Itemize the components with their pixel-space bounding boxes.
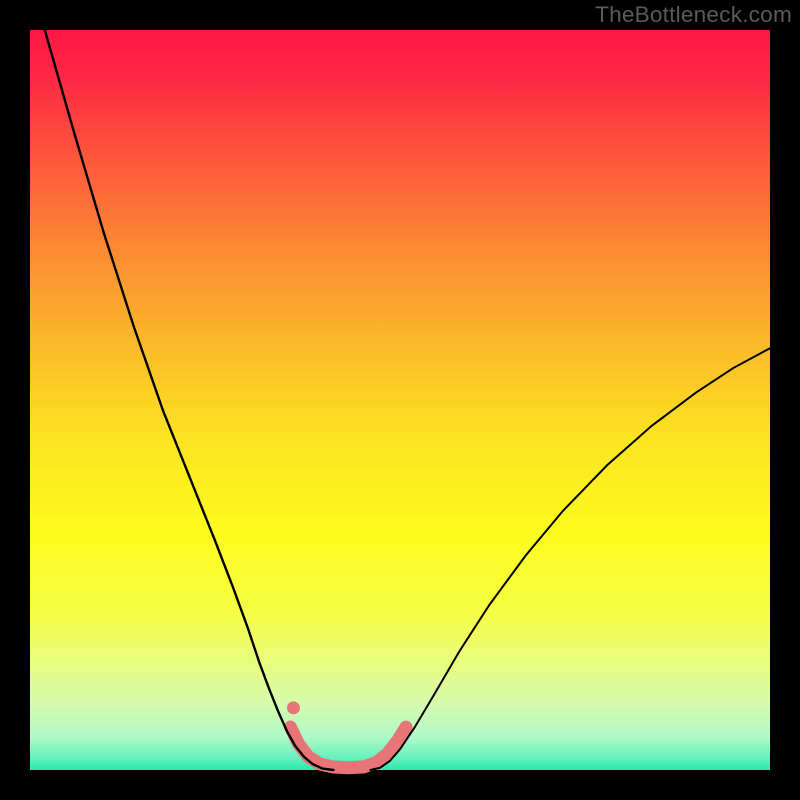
- watermark-text: TheBottleneck.com: [595, 2, 792, 28]
- bottleneck-curve-chart: [0, 0, 800, 800]
- chart-frame: TheBottleneck.com: [0, 0, 800, 800]
- gradient-background: [30, 30, 770, 770]
- highlight-start-dot: [287, 701, 300, 714]
